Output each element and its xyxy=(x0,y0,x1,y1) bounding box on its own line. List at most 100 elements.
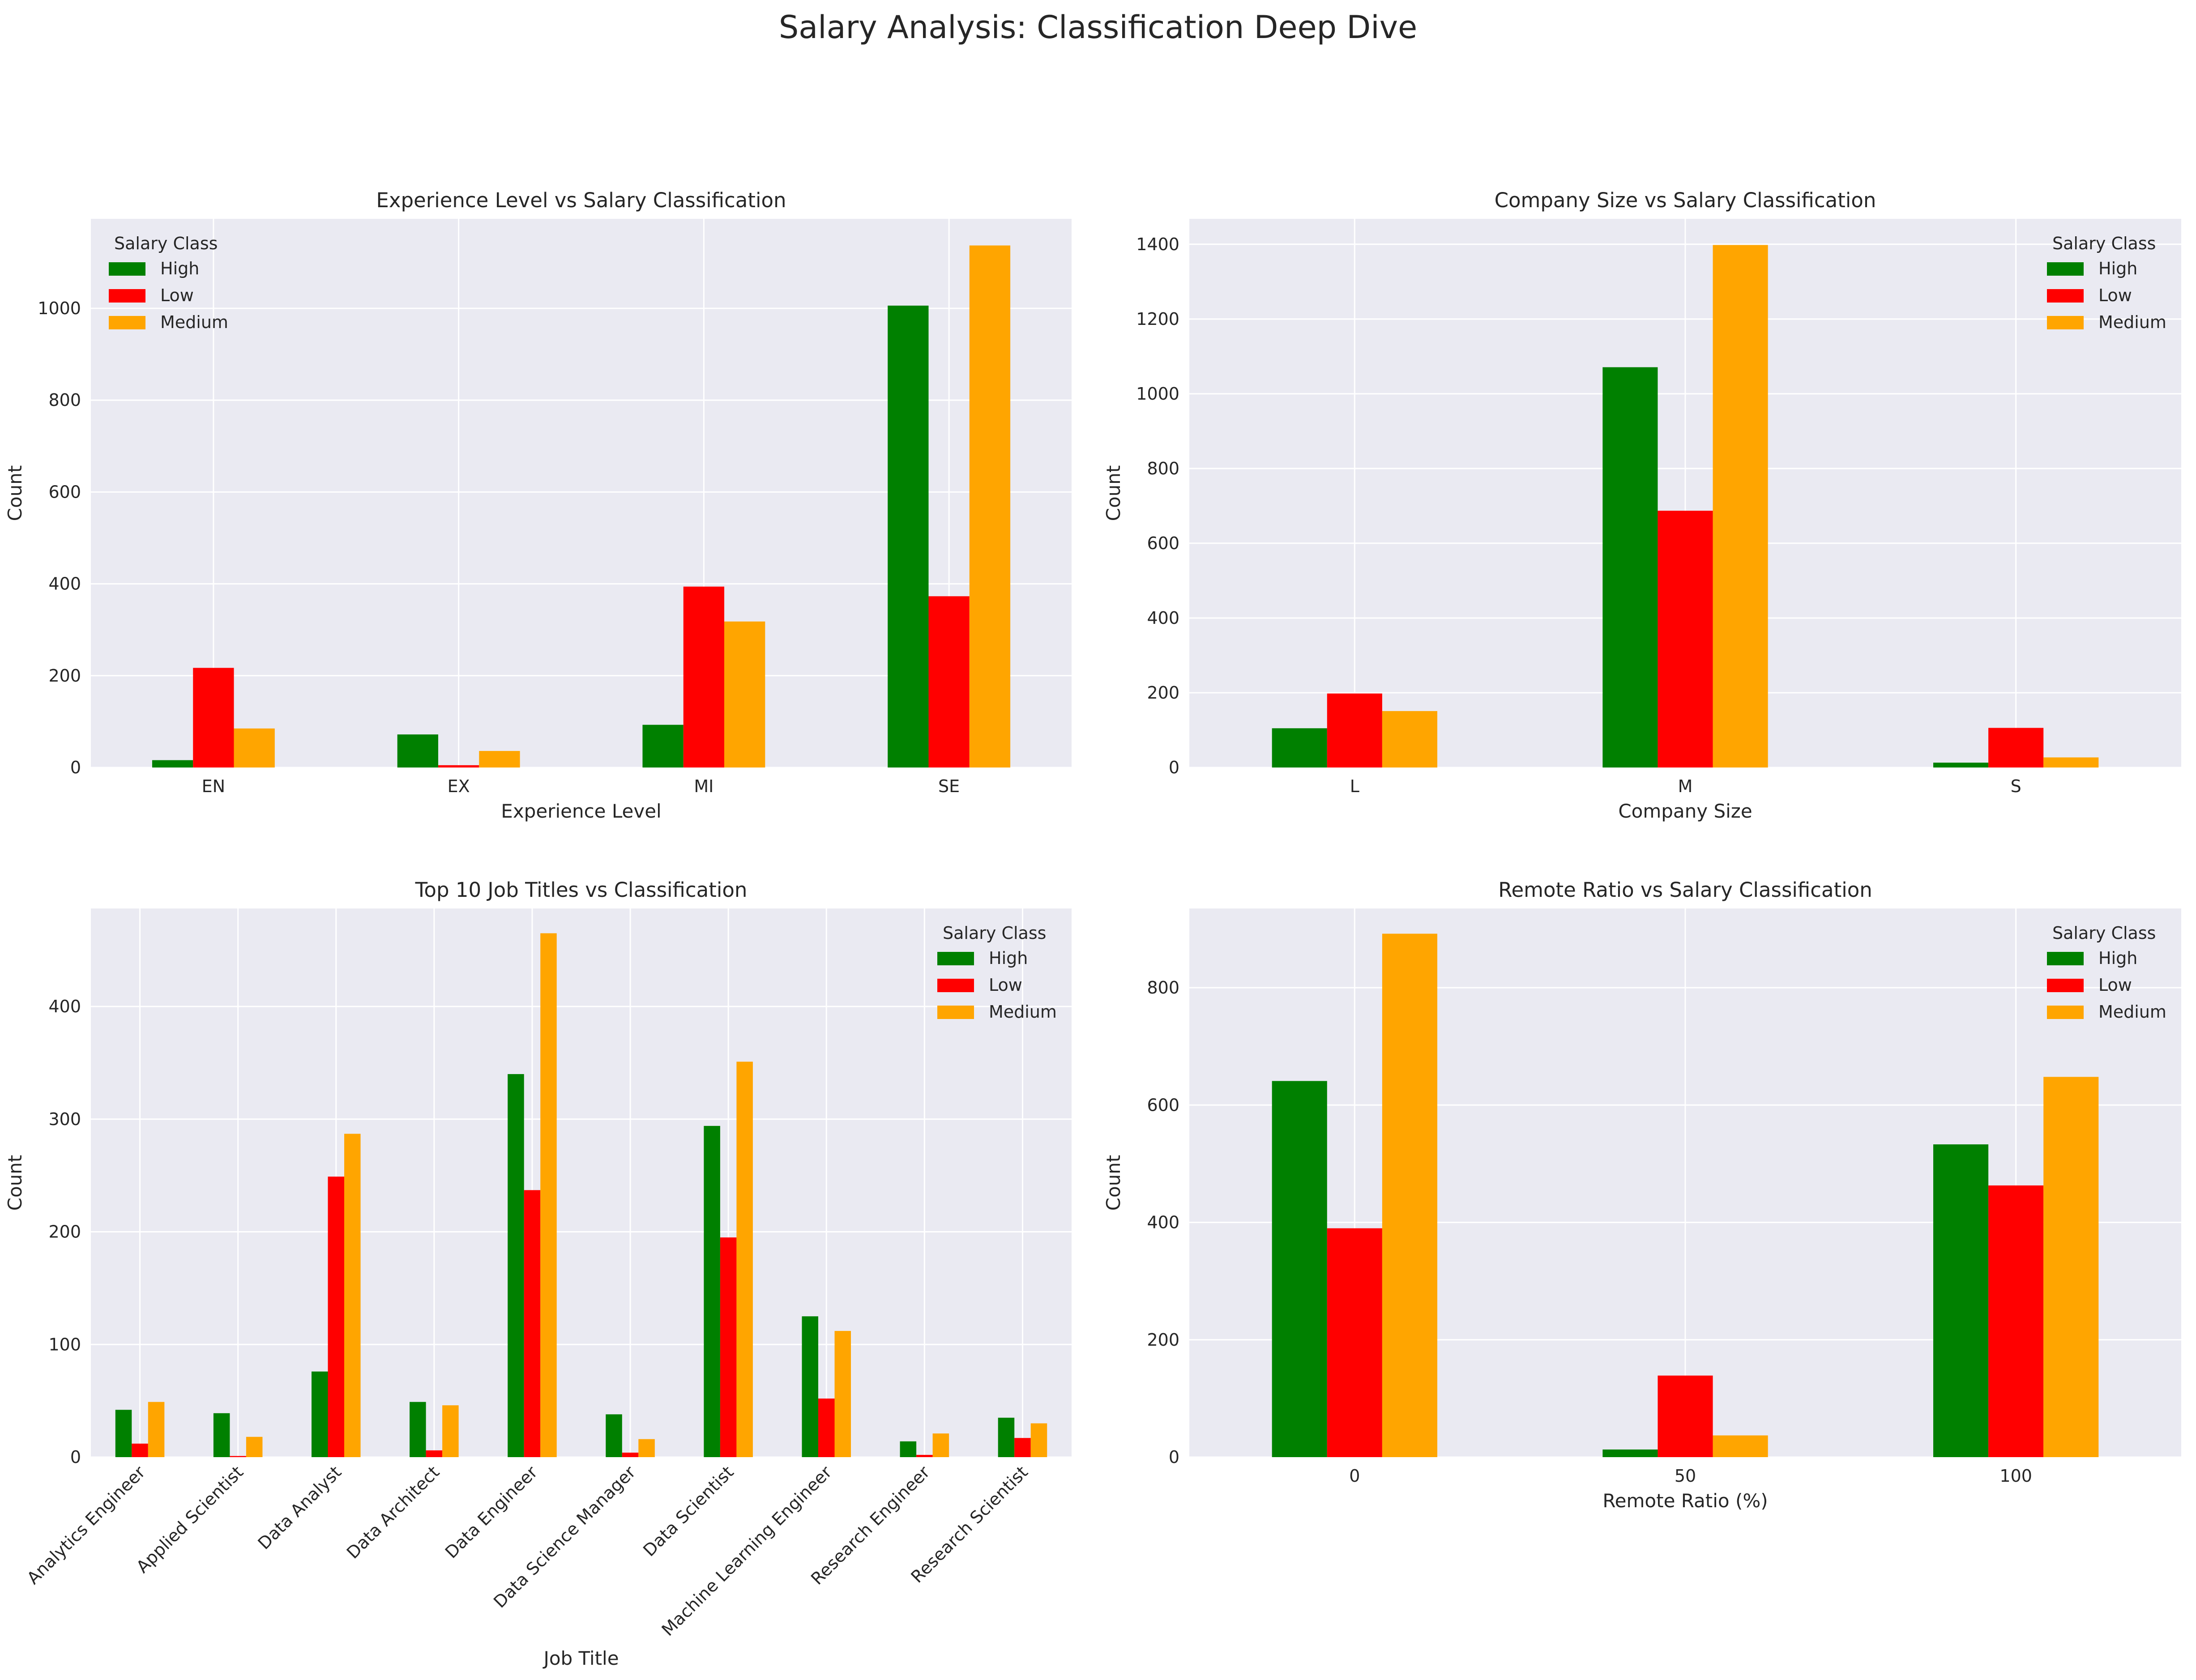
y-tick-label: 800 xyxy=(1147,978,1179,998)
y-tick-label: 400 xyxy=(48,997,81,1016)
bar-high xyxy=(1272,1081,1327,1457)
legend-title: Salary Class xyxy=(2052,923,2156,943)
bar-medium xyxy=(234,728,275,768)
y-axis-label: Count xyxy=(1102,465,1124,521)
x-tick-label: M xyxy=(1678,776,1693,796)
bar-low xyxy=(683,586,725,768)
bar-medium xyxy=(2043,757,2099,768)
x-axis-label: Company Size xyxy=(1618,800,1752,822)
y-tick-label: 400 xyxy=(48,574,81,594)
bar-low xyxy=(230,1456,246,1457)
legend-title: Salary Class xyxy=(2052,234,2156,253)
y-tick-label: 300 xyxy=(48,1109,81,1129)
legend-label-high: High xyxy=(989,948,1028,968)
bar-low xyxy=(1327,693,1382,768)
y-tick-label: 200 xyxy=(48,666,81,686)
bar-low xyxy=(622,1452,639,1457)
x-tick-label: L xyxy=(1350,776,1359,796)
bar-medium xyxy=(724,621,765,768)
bar-high xyxy=(115,1410,132,1457)
x-tick-label: S xyxy=(2011,776,2021,796)
axes-background xyxy=(91,908,1072,1457)
y-tick-label: 400 xyxy=(1147,1213,1179,1232)
y-tick-label: 0 xyxy=(70,1447,81,1467)
bar-medium xyxy=(736,1062,753,1457)
bar-medium xyxy=(148,1402,165,1457)
x-tick-label: 0 xyxy=(1349,1466,1360,1486)
y-tick-label: 800 xyxy=(1147,459,1179,478)
bar-low xyxy=(328,1177,345,1457)
bar-high xyxy=(213,1413,230,1457)
y-axis-label: Count xyxy=(4,465,26,521)
bar-medium xyxy=(344,1134,361,1457)
y-tick-label: 600 xyxy=(48,482,81,502)
legend-label-medium: Medium xyxy=(989,1002,1057,1022)
y-tick-label: 100 xyxy=(48,1335,81,1354)
y-tick-label: 0 xyxy=(1169,758,1179,777)
legend: Salary Class High Low Medium xyxy=(2047,234,2166,332)
bar-high xyxy=(704,1126,720,1457)
bar-high xyxy=(508,1074,524,1457)
bar-low xyxy=(1658,511,1713,768)
bar-medium xyxy=(638,1439,655,1457)
x-axis-label: Job Title xyxy=(542,1647,619,1669)
bar-medium xyxy=(1382,934,1437,1457)
legend-label-low: Low xyxy=(2098,286,2132,305)
bar-low xyxy=(1014,1438,1031,1457)
bar-medium xyxy=(479,751,520,768)
legend-swatch-high xyxy=(937,952,974,965)
bar-high xyxy=(311,1371,328,1457)
subplot-4: 0 200 400 600 800 0 50 100 Remote Ratio vs Salar… xyxy=(1102,878,2181,1512)
bar-low xyxy=(720,1237,737,1457)
y-axis-label: Count xyxy=(4,1155,26,1211)
legend-label-low: Low xyxy=(160,286,194,305)
legend-label-medium: Medium xyxy=(2098,312,2166,332)
bar-high xyxy=(998,1417,1015,1457)
legend: Salary Class High Low Medium xyxy=(2047,923,2166,1022)
bar-medium xyxy=(2043,1077,2099,1457)
bar-medium xyxy=(246,1437,263,1457)
y-tick-label: 600 xyxy=(1147,533,1179,553)
bar-low xyxy=(524,1190,541,1457)
legend-swatch-low xyxy=(2047,979,2084,992)
bar-medium xyxy=(442,1405,459,1457)
legend-swatch-high xyxy=(109,262,145,276)
y-tick-label: 1000 xyxy=(1136,384,1179,404)
bar-high xyxy=(152,760,193,768)
y-tick-label: 1000 xyxy=(38,298,81,318)
legend-label-medium: Medium xyxy=(2098,1002,2166,1022)
x-axis-label: Experience Level xyxy=(501,800,661,822)
x-tick-label: MI xyxy=(694,776,713,796)
x-tick-label: 50 xyxy=(1675,1466,1696,1486)
axes-title: Experience Level vs Salary Classificatio… xyxy=(376,188,786,212)
legend-swatch-low xyxy=(2047,289,2084,303)
legend-swatch-medium xyxy=(937,1006,974,1019)
bar-medium xyxy=(540,933,557,1457)
bar-high xyxy=(1602,1449,1658,1457)
legend: Salary Class High Low Medium xyxy=(109,234,228,332)
legend-label-high: High xyxy=(160,259,199,278)
x-tick-label: EN xyxy=(202,776,225,796)
axes-title: Top 10 Job Titles vs Classification xyxy=(415,878,748,902)
legend-title: Salary Class xyxy=(943,923,1046,943)
bar-high xyxy=(606,1414,622,1457)
bar-low xyxy=(193,668,234,768)
subplot-1: 0 200 400 600 800 1000 EN EX MI SE Experience Leve… xyxy=(4,188,1072,822)
legend-swatch-medium xyxy=(109,316,145,329)
y-tick-label: 200 xyxy=(1147,1330,1179,1350)
legend-label-low: Low xyxy=(989,975,1022,995)
legend-title: Salary Class xyxy=(114,234,218,253)
legend-label-low: Low xyxy=(2098,975,2132,995)
y-tick-label: 400 xyxy=(1147,608,1179,628)
legend-swatch-low xyxy=(937,979,974,992)
y-tick-label: 1400 xyxy=(1136,235,1179,254)
bar-low xyxy=(438,765,479,768)
subplot-2: 0 200 400 600 800 1000 1200 1400 L M S Company Size… xyxy=(1102,188,2181,822)
bar-low xyxy=(426,1450,443,1457)
bar-high xyxy=(900,1441,917,1457)
bar-low xyxy=(1658,1375,1713,1457)
y-tick-label: 0 xyxy=(70,758,81,777)
x-axis-label: Remote Ratio (%) xyxy=(1602,1490,1768,1512)
x-tick-label: SE xyxy=(938,776,960,796)
figure-suptitle: Salary Analysis: Classification Deep Div… xyxy=(779,9,1417,46)
